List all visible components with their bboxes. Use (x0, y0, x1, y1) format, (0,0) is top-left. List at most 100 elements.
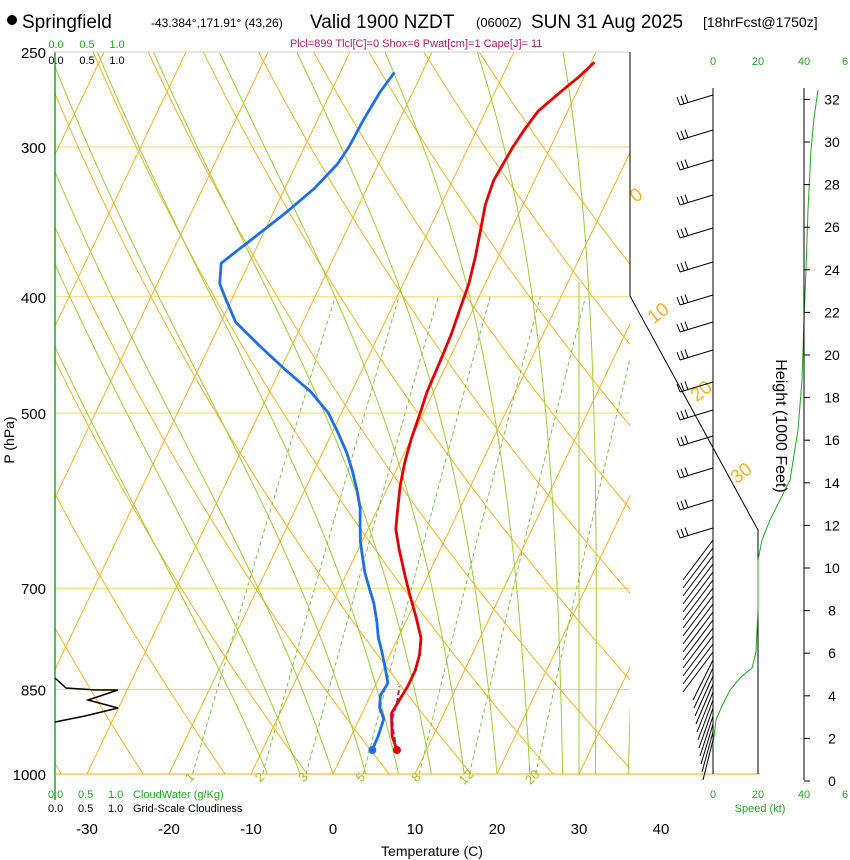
cloud-axis-bottom: 0.0 0.5 1.0 CloudWater (g/Kg) 0.0 0.5 1.… (48, 789, 243, 815)
surface-dewpoint-marker (368, 746, 377, 755)
speed-axis-top: 0 20 40 6 (710, 56, 848, 68)
wind-barb (679, 527, 714, 539)
wind-barb (682, 603, 714, 645)
wind-barb (696, 691, 714, 733)
wind-barb (682, 595, 714, 637)
dry-adiabat (147, 52, 630, 770)
moist-adiabat (218, 52, 465, 774)
wind-barb-flag (676, 501, 681, 511)
temperature-tick-label: 40 (653, 821, 670, 838)
moist-adiabat (55, 65, 367, 774)
temperature-tick-label: 20 (489, 821, 506, 838)
mixing-ratio-label: 2 (252, 769, 268, 785)
height-tick-label: 26 (824, 219, 840, 235)
wind-barb-flag (680, 436, 685, 445)
moist-adiabat (661, 52, 699, 774)
isotherm (55, 52, 351, 671)
wind-barb (679, 261, 714, 273)
cloudiness-label: Grid-Scale Cloudiness (133, 803, 243, 815)
wind-barb-flag (684, 294, 689, 303)
dry-adiabat (55, 627, 144, 774)
station-coords: -43.384°,171.91° (43,26) (151, 16, 283, 30)
mixing-ratio-line (262, 296, 400, 774)
cloud-water-bottom-tick: 1.0 (108, 789, 123, 801)
height-tick-label: 12 (824, 517, 840, 533)
wind-barb (682, 627, 714, 669)
height-tick-label: 16 (824, 432, 840, 448)
wind-barb-flag (684, 381, 689, 390)
dew-point-line (218, 71, 396, 751)
wind-barb-flag (680, 195, 685, 204)
temperature-line (390, 61, 596, 751)
isotherm (661, 52, 850, 774)
height-tick-label: 22 (824, 304, 840, 320)
pressure-tick-label: 700 (21, 581, 46, 598)
cloud-water-profile (54, 677, 119, 723)
mixing-ratio-line (305, 296, 439, 774)
wind-barb-flag (680, 410, 685, 419)
mixing-ratio-line (363, 296, 491, 774)
dry-adiabat (55, 226, 390, 774)
dry-adiabat (202, 52, 630, 681)
mixing-ratio-label: 5 (352, 769, 368, 785)
wind-barb (679, 94, 714, 106)
wind-barb (682, 547, 714, 589)
dry-adiabat (55, 359, 308, 774)
wind-barb-flag (680, 130, 685, 139)
moist-adiabat (55, 263, 301, 774)
wind-barb-flag (680, 295, 685, 304)
moist-adiabat (153, 52, 432, 774)
moist-adiabat (562, 52, 597, 774)
wind-barb (682, 571, 714, 613)
wind-barb (679, 349, 714, 361)
wind-barb (682, 555, 714, 597)
wind-barb (679, 159, 714, 171)
isotherm (250, 52, 597, 774)
wind-barb (679, 129, 714, 141)
cloudiness-bottom-tick: 0.0 (48, 803, 63, 815)
height-tick-label: 2 (828, 730, 836, 746)
temperature-tick-label: -20 (158, 821, 180, 838)
pressure-tick-label: 500 (21, 406, 46, 423)
height-tick-label: 6 (828, 645, 836, 661)
wind-speed-profile (712, 89, 819, 746)
dry-adiabat (368, 52, 630, 427)
moist-adiabat (384, 52, 531, 774)
wind-barb-flag (676, 229, 681, 239)
forecast-date: SUN 31 Aug 2025 (531, 12, 683, 33)
wind-barb (682, 563, 714, 605)
wind-barb-flag (676, 351, 681, 361)
wind-barb (679, 409, 714, 421)
speed-top-tick: 20 (752, 56, 764, 68)
mixing-ratio-label: 3 (295, 769, 311, 785)
mixing-ratio-label: 1 (182, 769, 198, 785)
height-tick-label: 10 (824, 560, 840, 576)
wind-barb-flag (680, 350, 685, 359)
wind-barb-flag (680, 262, 685, 271)
isotherm (168, 52, 515, 774)
wind-barb (682, 587, 714, 629)
wind-barb-flag (676, 323, 681, 333)
wind-barb (682, 619, 714, 661)
temperature-axis-label: Temperature (C) (381, 843, 483, 859)
height-tick-label: 24 (824, 262, 840, 278)
speed-bottom-tick: 20 (752, 789, 764, 801)
wind-barb-flag (684, 499, 689, 508)
height-tick-label: 4 (828, 688, 836, 704)
stability-indices: Plcl=899 Tlcl[C]=0 Shox=6 Pwat[cm]=1 Cap… (290, 38, 542, 50)
speed-top-tick: 0 (710, 56, 716, 68)
wind-barb-flag (680, 382, 685, 391)
forecast-hour: [18hrFcst@1750z] (703, 14, 818, 30)
theta-label: 30 (727, 459, 757, 489)
wind-barb (679, 294, 714, 306)
wind-barb (682, 579, 714, 621)
wind-barb (693, 667, 714, 709)
wind-barb-flag (684, 94, 689, 103)
height-tick-label: 8 (828, 603, 836, 619)
cloud-water-top-tick: 0.0 (48, 39, 63, 51)
moist-adiabat (476, 52, 564, 774)
theta-label: 0 (626, 184, 647, 207)
pressure-tick-label: 850 (21, 682, 46, 699)
wind-barb-flag (680, 160, 685, 169)
dry-adiabat (478, 52, 630, 266)
